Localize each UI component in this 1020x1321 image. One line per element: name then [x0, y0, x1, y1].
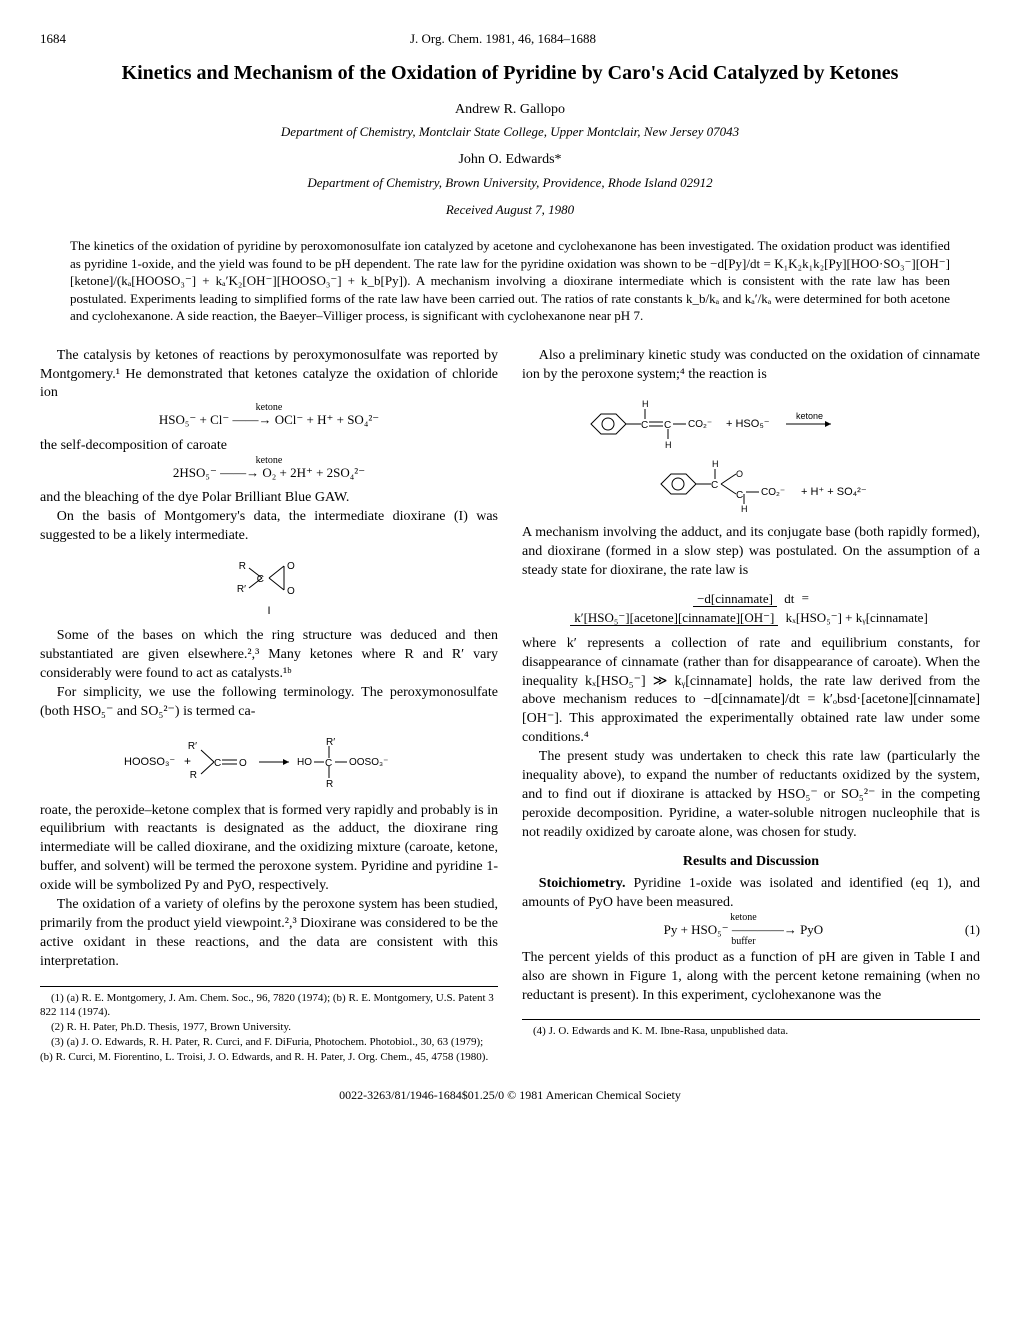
- left-p6: For simplicity, we use the following ter…: [40, 684, 498, 722]
- page-number: 1684: [40, 30, 66, 48]
- svg-text:R′: R′: [188, 741, 197, 752]
- scheme-adduct: HOOSO₃⁻ + R′ R C O HO C R′: [40, 732, 498, 792]
- svg-text:R′: R′: [237, 584, 246, 595]
- svg-text:O: O: [287, 586, 295, 597]
- svg-text:C: C: [736, 490, 743, 501]
- section-heading-results: Results and Discussion: [522, 853, 980, 872]
- svg-text:C: C: [641, 420, 648, 431]
- footnote-3: (3) (a) J. O. Edwards, R. H. Pater, R. C…: [40, 1035, 498, 1065]
- left-p5: Some of the bases on which the ring stru…: [40, 627, 498, 684]
- svg-text:C: C: [711, 480, 718, 491]
- left-p8: The oxidation of a variety of olefins by…: [40, 896, 498, 972]
- svg-text:HO: HO: [297, 757, 312, 768]
- svg-text:HOOSO₃⁻: HOOSO₃⁻: [124, 756, 175, 768]
- svg-text:+ H⁺ + SO₄²⁻: + H⁺ + SO₄²⁻: [801, 486, 867, 498]
- svg-text:R: R: [239, 561, 246, 572]
- svg-text:H: H: [741, 504, 748, 514]
- svg-text:O: O: [239, 758, 247, 769]
- abstract: The kinetics of the oxidation of pyridin…: [70, 237, 950, 325]
- svg-text:CO₂⁻: CO₂⁻: [688, 419, 712, 430]
- journal-line: J. Org. Chem. 1981, 46, 1684–1688: [410, 30, 596, 48]
- right-p1: Also a preliminary kinetic study was con…: [522, 347, 980, 385]
- affiliation-1: Department of Chemistry, Montclair State…: [40, 123, 980, 141]
- svg-text:OOSO₃⁻: OOSO₃⁻: [349, 757, 388, 768]
- eq1-number: (1): [965, 921, 980, 939]
- right-p6: The percent yields of this product as a …: [522, 949, 980, 1006]
- top-line: 1684 J. Org. Chem. 1981, 46, 1684–1688: [40, 30, 980, 48]
- eq-top-label: ketone: [159, 401, 379, 415]
- rate-law-equation: −d[cinnamate] dt = k′[HSO₅⁻][acetone][ci…: [522, 589, 980, 627]
- right-column: Also a preliminary kinetic study was con…: [522, 347, 980, 1065]
- author-1: Andrew R. Gallopo: [40, 101, 980, 120]
- footnotes-right: (4) J. O. Edwards and K. M. Ibne-Rasa, u…: [522, 1019, 980, 1039]
- right-p4: The present study was undertaken to chec…: [522, 748, 980, 842]
- stoichiometry-lead: Stoichiometry.: [539, 876, 626, 891]
- eq-top-label: ketone: [173, 454, 365, 468]
- left-p3: and the bleaching of the dye Polar Brill…: [40, 489, 498, 508]
- svg-text:H: H: [665, 440, 672, 450]
- svg-text:H: H: [712, 459, 719, 469]
- footnotes-left: (1) (a) R. E. Montgomery, J. Am. Chem. S…: [40, 986, 498, 1065]
- equation-1: ketone Py + HSO₅⁻ ————→ PyO buffer (1): [522, 921, 980, 939]
- footnote-2: (2) R. H. Pater, Ph.D. Thesis, 1977, Bro…: [40, 1020, 498, 1035]
- svg-text:R: R: [326, 779, 333, 790]
- scheme-cinnamate: C C H H CO₂⁻ + HSO₅⁻ ketone C: [522, 394, 980, 514]
- right-p5: Stoichiometry. Pyridine 1-oxide was isol…: [522, 875, 980, 913]
- frac-num-right: k′[HSO₅⁻][acetone][cinnamate][OH⁻]: [570, 610, 778, 626]
- frac-den-right: kₓ[HSO₅⁻] + kᵧ[cinnamate]: [782, 610, 932, 625]
- svg-text:H: H: [642, 399, 649, 409]
- body-columns: The catalysis by ketones of reactions by…: [40, 347, 980, 1065]
- left-p1: The catalysis by ketones of reactions by…: [40, 347, 498, 404]
- svg-text:CO₂⁻: CO₂⁻: [761, 487, 785, 498]
- left-column: The catalysis by ketones of reactions by…: [40, 347, 498, 1065]
- footnote-1: (1) (a) R. E. Montgomery, J. Am. Chem. S…: [40, 991, 498, 1021]
- equation-chloride: ketone HSO₅⁻ + Cl⁻ ——→ OCl⁻ + H⁺ + SO₄²⁻: [40, 411, 498, 429]
- scheme-label: I: [40, 605, 498, 617]
- footnote-4: (4) J. O. Edwards and K. M. Ibne-Rasa, u…: [522, 1024, 980, 1039]
- svg-text:+ HSO₅⁻: + HSO₅⁻: [726, 418, 770, 430]
- svg-text:R′: R′: [326, 737, 335, 748]
- page-header: Kinetics and Mechanism of the Oxidation …: [40, 60, 980, 219]
- svg-text:+: +: [184, 754, 191, 768]
- frac-den-left: dt: [780, 591, 798, 606]
- svg-text:O: O: [287, 561, 295, 572]
- left-p4: On the basis of Montgomery's data, the i…: [40, 508, 498, 546]
- eq1-bot: buffer: [664, 935, 824, 949]
- svg-text:R: R: [190, 770, 197, 781]
- svg-text:C: C: [214, 758, 221, 769]
- equation-decomp: ketone 2HSO₅⁻ ——→ O₂ + 2H⁺ + 2SO₄²⁻: [40, 464, 498, 482]
- right-p3: where k′ represents a collection of rate…: [522, 635, 980, 748]
- received-date: Received August 7, 1980: [40, 201, 980, 219]
- author-2: John O. Edwards*: [40, 151, 980, 170]
- left-p7: roate, the peroxide–ketone complex that …: [40, 802, 498, 896]
- eq-equals: =: [802, 590, 809, 605]
- eq1-top: ketone: [664, 911, 824, 925]
- svg-text:ketone: ketone: [796, 411, 823, 421]
- affiliation-2: Department of Chemistry, Brown Universit…: [40, 174, 980, 192]
- right-p2: A mechanism involving the adduct, and it…: [522, 524, 980, 581]
- copyright-line: 0022-3263/81/1946-1684$01.25/0 © 1981 Am…: [40, 1087, 980, 1103]
- frac-num-left: −d[cinnamate]: [693, 591, 777, 607]
- scheme-dioxirane-I: O O C R R′ I: [40, 556, 498, 617]
- svg-text:O: O: [736, 469, 743, 479]
- article-title: Kinetics and Mechanism of the Oxidation …: [100, 60, 920, 87]
